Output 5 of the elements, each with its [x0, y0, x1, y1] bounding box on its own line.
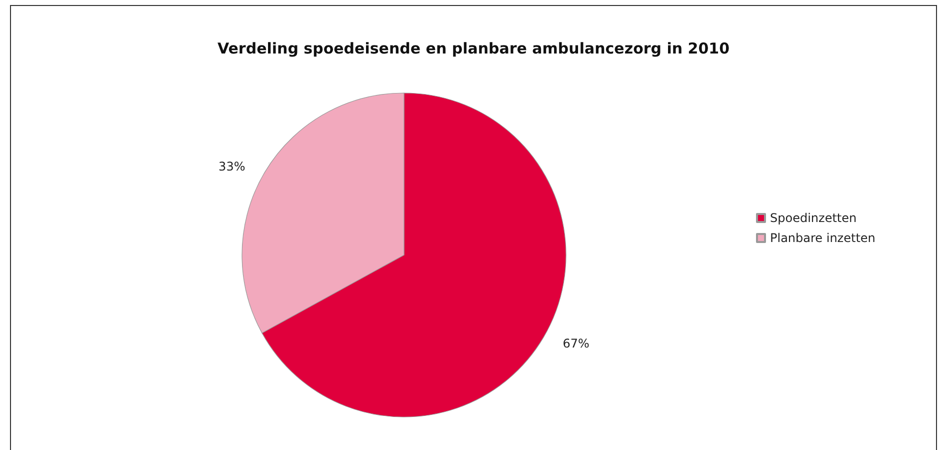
chart-title: Verdeling spoedeisende en planbare ambulancezorg in 2010	[217, 40, 730, 58]
data-label: 33%	[218, 159, 246, 174]
data-label: 67%	[562, 336, 590, 351]
legend-label: Planbare inzetten	[770, 231, 876, 245]
legend-label: Spoedinzetten	[770, 211, 857, 225]
